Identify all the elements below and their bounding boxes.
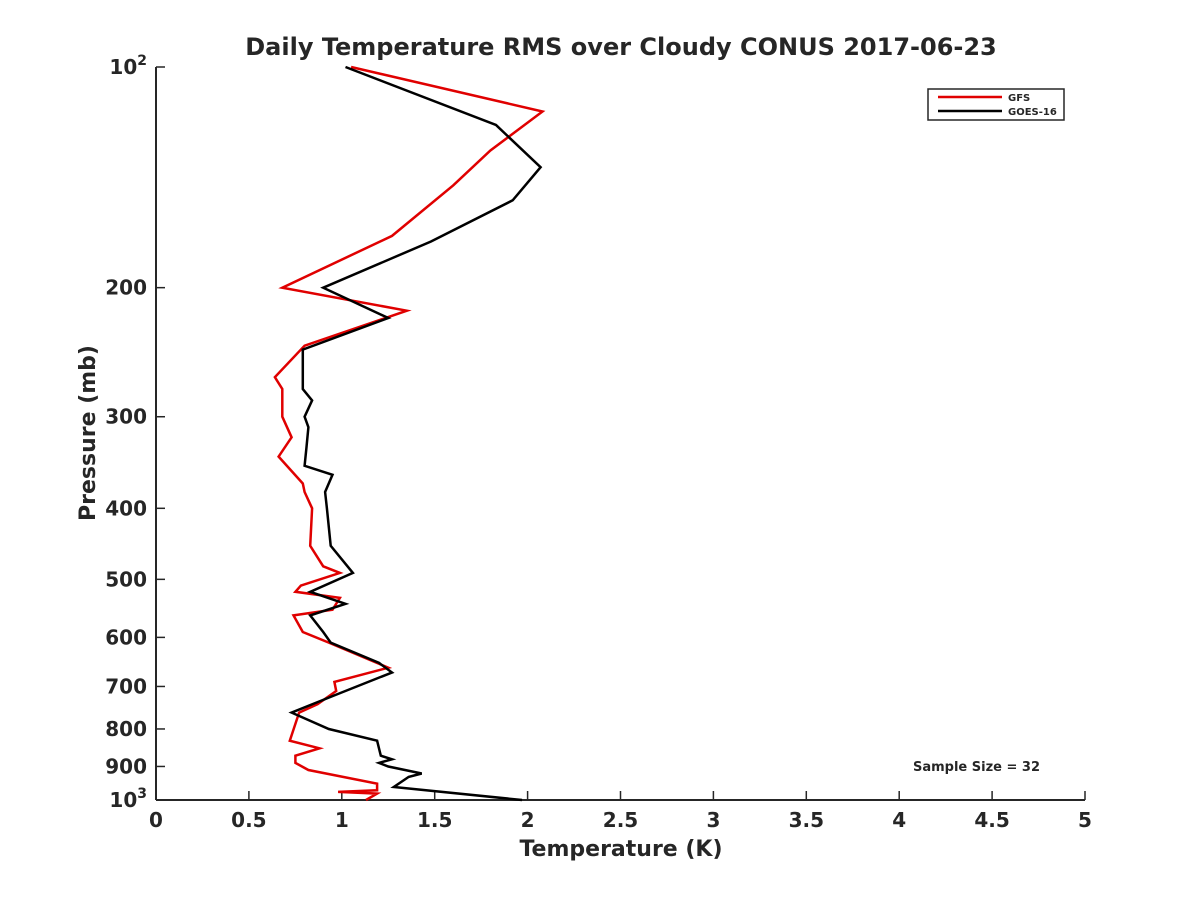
x-tick-label: 1.5 xyxy=(417,808,452,832)
x-tick-label: 4.5 xyxy=(974,808,1009,832)
y-tick-label: 102 xyxy=(109,53,147,79)
legend-label-gfs: GFS xyxy=(1008,93,1030,104)
y-axis-label: Pressure (mb) xyxy=(76,345,101,521)
y-tick-label: 500 xyxy=(105,567,147,591)
y-tick-label: 600 xyxy=(105,625,147,649)
x-tick-label: 2.5 xyxy=(603,808,638,832)
x-tick-label: 0.5 xyxy=(231,808,266,832)
x-tick-label: 3.5 xyxy=(789,808,824,832)
x-axis-label: Temperature (K) xyxy=(519,837,722,862)
y-tick-label: 400 xyxy=(105,496,147,520)
x-tick-label: 1 xyxy=(335,808,349,832)
y-tick-label: 103 xyxy=(109,786,147,812)
plot-area: 0 0.5 1 1.5 2 2.5 3 3.5 4 4.5 5 102 200 300 400 500 600 7… xyxy=(105,53,1092,832)
y-tick-label: 300 xyxy=(105,405,147,429)
chart-title: Daily Temperature RMS over Cloudy CONUS … xyxy=(245,33,997,61)
legend-label-goes16: GOES-16 xyxy=(1008,107,1057,118)
legend: GFS GOES-16 xyxy=(927,88,1065,121)
legend-box xyxy=(927,88,1065,121)
sample-size-annotation: Sample Size = 32 xyxy=(913,760,1040,775)
x-tick-label: 2 xyxy=(521,808,535,832)
x-tick-label: 5 xyxy=(1078,808,1092,832)
series-line-goes16 xyxy=(288,65,543,802)
y-tick-label: 200 xyxy=(105,276,147,300)
x-tick-label: 0 xyxy=(149,808,163,832)
y-tick-label: 900 xyxy=(105,754,147,778)
x-tick-label: 3 xyxy=(706,808,720,832)
series-line-gfs xyxy=(273,65,546,802)
x-tick-label: 4 xyxy=(892,808,906,832)
y-tick-label: 700 xyxy=(105,674,147,698)
y-tick-label: 800 xyxy=(105,717,147,741)
